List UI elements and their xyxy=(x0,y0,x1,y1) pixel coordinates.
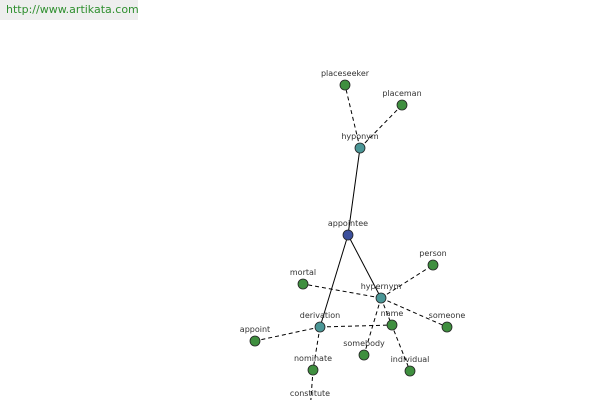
node-label[interactable]: someone xyxy=(429,311,466,320)
node-label[interactable]: mortal xyxy=(290,268,316,277)
node-label[interactable]: individual xyxy=(391,355,430,364)
node[interactable] xyxy=(342,229,354,241)
node-label[interactable]: derivation xyxy=(300,311,340,320)
edge xyxy=(347,234,382,299)
node-label[interactable]: appoint xyxy=(240,325,270,334)
edge-dashed xyxy=(380,297,448,328)
edge-dashed xyxy=(363,297,382,356)
node[interactable] xyxy=(386,319,398,331)
node[interactable] xyxy=(314,321,326,333)
node-label[interactable]: appointee xyxy=(328,219,368,228)
node-label[interactable]: placeseeker xyxy=(321,69,370,78)
node-label[interactable]: constitute xyxy=(290,389,330,398)
node-label[interactable]: placeman xyxy=(382,89,421,98)
node[interactable] xyxy=(307,364,319,376)
node[interactable] xyxy=(297,278,309,290)
edge xyxy=(319,234,349,328)
node-label[interactable]: hyponym xyxy=(341,132,379,141)
node[interactable] xyxy=(441,321,453,333)
node[interactable] xyxy=(404,365,416,377)
node[interactable] xyxy=(339,79,351,91)
node[interactable] xyxy=(396,99,408,111)
site-url[interactable]: http://www.artikata.com xyxy=(0,0,139,20)
edge-dashed xyxy=(319,324,393,328)
edge-dashed xyxy=(380,297,411,372)
node[interactable] xyxy=(375,292,387,304)
node[interactable] xyxy=(249,335,261,347)
node[interactable] xyxy=(427,259,439,271)
node-label[interactable]: hypernym xyxy=(361,282,402,291)
edge-dashed xyxy=(380,264,434,299)
edge-dashed xyxy=(302,283,382,299)
node-label[interactable]: somebody xyxy=(343,339,385,348)
node[interactable] xyxy=(354,142,366,154)
node-label[interactable]: name xyxy=(381,309,404,318)
edge-dashed xyxy=(312,326,321,371)
edge-dashed xyxy=(359,104,403,149)
node-label[interactable]: nominate xyxy=(294,354,332,363)
edge xyxy=(347,147,361,236)
node-label[interactable]: person xyxy=(419,249,446,258)
edge-dashed xyxy=(344,84,361,149)
edge-dashed xyxy=(310,369,314,400)
node[interactable] xyxy=(358,349,370,361)
